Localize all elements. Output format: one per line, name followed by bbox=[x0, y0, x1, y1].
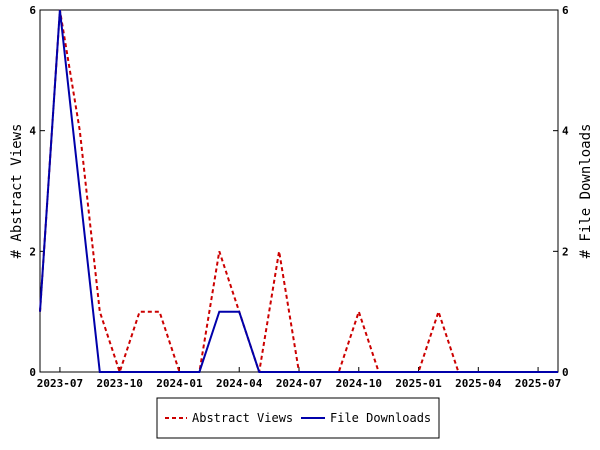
legend: Abstract Views File Downloads bbox=[156, 397, 440, 439]
legend-label-abstract-views: Abstract Views bbox=[192, 411, 293, 425]
y-tick-label-left: 4 bbox=[29, 125, 36, 138]
legend-label-file-downloads: File Downloads bbox=[330, 411, 431, 425]
x-tick-label: 2023-10 bbox=[97, 377, 143, 390]
x-tick-label: 2025-07 bbox=[515, 377, 561, 390]
y-tick-label-left: 2 bbox=[29, 245, 36, 258]
y-tick-label-right: 0 bbox=[562, 366, 569, 379]
y-tick-label-left: 0 bbox=[29, 366, 36, 379]
x-tick-label: 2023-07 bbox=[37, 377, 83, 390]
x-tick-label: 2025-01 bbox=[395, 377, 442, 390]
right-axis-title: # File Downloads bbox=[578, 124, 594, 259]
left-axis-title: # Abstract Views bbox=[9, 124, 25, 259]
y-tick-label-right: 6 bbox=[562, 4, 569, 17]
legend-box bbox=[156, 397, 440, 439]
x-axis: 2023-07 2023-10 2024-01 2024-04 2024-07 2024-… bbox=[37, 367, 561, 390]
x-tick-label: 2024-01 bbox=[156, 377, 203, 390]
y-tick-label-left: 6 bbox=[29, 4, 36, 17]
y-tick-label-right: 2 bbox=[562, 245, 569, 258]
series-line-file-downloads bbox=[39, 9, 558, 373]
y-tick-label-right: 4 bbox=[562, 125, 569, 138]
x-tick-label: 2024-04 bbox=[216, 377, 263, 390]
x-tick-label: 2025-04 bbox=[455, 377, 502, 390]
series-lines bbox=[39, 9, 558, 376]
x-tick-label: 2024-07 bbox=[276, 377, 322, 390]
x-tick-label: 2024-10 bbox=[336, 377, 382, 390]
plot-area bbox=[39, 9, 559, 373]
